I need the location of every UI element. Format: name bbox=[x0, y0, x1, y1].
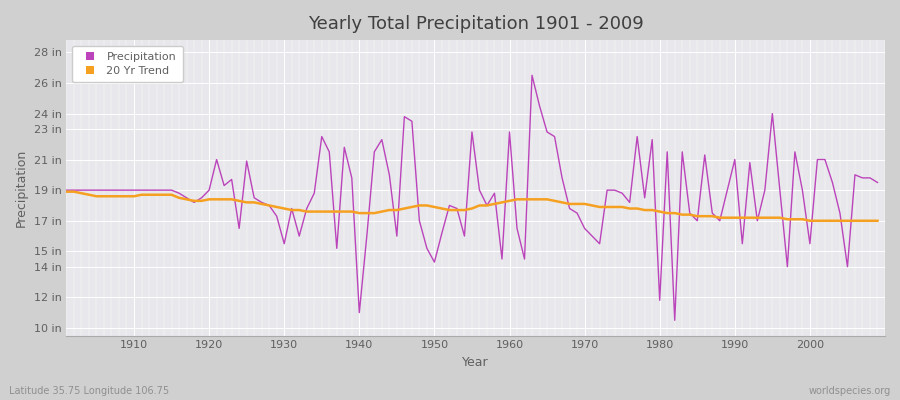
X-axis label: Year: Year bbox=[463, 356, 489, 369]
Title: Yearly Total Precipitation 1901 - 2009: Yearly Total Precipitation 1901 - 2009 bbox=[308, 15, 644, 33]
Legend: Precipitation, 20 Yr Trend: Precipitation, 20 Yr Trend bbox=[72, 46, 183, 82]
Text: worldspecies.org: worldspecies.org bbox=[809, 386, 891, 396]
Text: Latitude 35.75 Longitude 106.75: Latitude 35.75 Longitude 106.75 bbox=[9, 386, 169, 396]
Y-axis label: Precipitation: Precipitation bbox=[15, 149, 28, 227]
